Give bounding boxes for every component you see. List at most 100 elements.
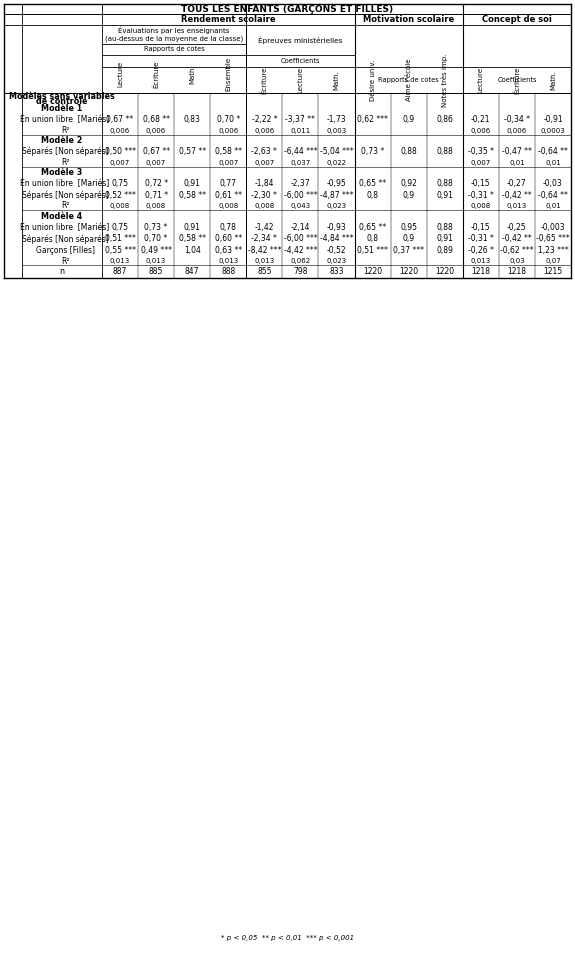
Text: Math.: Math. (189, 64, 195, 84)
Text: Lecture: Lecture (478, 67, 484, 93)
Text: 0,63 **: 0,63 ** (214, 246, 242, 254)
Text: Écriture: Écriture (261, 66, 267, 94)
Text: 0,006: 0,006 (254, 128, 274, 133)
Text: 0,62 ***: 0,62 *** (357, 115, 388, 124)
Text: -0,64 **: -0,64 ** (538, 191, 568, 200)
Text: 0,91: 0,91 (436, 234, 453, 243)
Text: n: n (59, 267, 64, 276)
Text: 0,71 *: 0,71 * (144, 191, 168, 200)
Text: 0,9: 0,9 (402, 234, 415, 243)
Text: 0,83: 0,83 (184, 115, 201, 124)
Text: * p < 0,05  ** p < 0,01  *** p < 0,001: * p < 0,05 ** p < 0,01 *** p < 0,001 (221, 935, 354, 941)
Text: 0,60 **: 0,60 ** (214, 234, 242, 243)
Text: -0,25: -0,25 (507, 223, 527, 231)
Text: -0,26 *: -0,26 * (468, 246, 494, 254)
Text: Garçons [Filles]: Garçons [Filles] (36, 246, 94, 254)
Text: -2,22 *: -2,22 * (251, 115, 277, 124)
Text: 0,01: 0,01 (545, 159, 561, 165)
Text: Séparés [Non séparés]: Séparés [Non séparés] (22, 190, 108, 200)
Text: 1,23 ***: 1,23 *** (538, 246, 568, 254)
Text: 0,73 *: 0,73 * (361, 147, 384, 156)
Text: 833: 833 (329, 267, 344, 276)
Text: 0,013: 0,013 (218, 258, 239, 264)
Text: 0,65 **: 0,65 ** (359, 180, 386, 188)
Text: -1,42: -1,42 (255, 223, 274, 231)
Text: 0,91: 0,91 (184, 180, 201, 188)
Text: 0,043: 0,043 (290, 203, 310, 209)
Text: -0,91: -0,91 (543, 115, 563, 124)
Text: 1215: 1215 (543, 267, 562, 276)
Text: 0,68 **: 0,68 ** (143, 115, 170, 124)
Text: Coefficients: Coefficients (281, 58, 320, 64)
Text: 0,007: 0,007 (110, 159, 130, 165)
Text: 0,91: 0,91 (184, 223, 201, 231)
Text: 0,011: 0,011 (290, 128, 310, 133)
Text: 0,58 **: 0,58 ** (179, 191, 206, 200)
Text: -1,73: -1,73 (327, 115, 346, 124)
Text: -5,04 ***: -5,04 *** (320, 147, 354, 156)
Text: -2,14: -2,14 (291, 223, 310, 231)
Text: -6,00 ***: -6,00 *** (283, 234, 317, 243)
Text: R²: R² (61, 256, 69, 266)
Text: Modèle 3: Modèle 3 (41, 168, 83, 178)
Text: Épreuves ministérielles: Épreuves ministérielles (258, 36, 343, 44)
Text: -4,87 ***: -4,87 *** (320, 191, 353, 200)
Text: 798: 798 (293, 267, 308, 276)
Text: 0,70 *: 0,70 * (217, 115, 240, 124)
Text: 1,04: 1,04 (184, 246, 201, 254)
Text: 0,006: 0,006 (471, 128, 491, 133)
Text: 0,013: 0,013 (146, 258, 166, 264)
Text: de contrôle: de contrôle (36, 97, 88, 106)
Text: -0,31 *: -0,31 * (468, 234, 494, 243)
Text: -0,21: -0,21 (471, 115, 490, 124)
Text: 0,008: 0,008 (471, 203, 491, 209)
Text: Modèle 2: Modèle 2 (41, 136, 83, 145)
Text: -1,84: -1,84 (255, 180, 274, 188)
Text: 0,013: 0,013 (507, 203, 527, 209)
Text: Rendement scolaire: Rendement scolaire (181, 15, 275, 24)
Text: 0,70 *: 0,70 * (144, 234, 168, 243)
Text: Motivation scolaire: Motivation scolaire (363, 15, 454, 24)
Text: -4,84 ***: -4,84 *** (320, 234, 353, 243)
Text: 0,007: 0,007 (471, 159, 491, 165)
Text: 0,8: 0,8 (367, 234, 378, 243)
Text: 0,9: 0,9 (402, 191, 415, 200)
Text: 0,007: 0,007 (218, 159, 239, 165)
Text: 855: 855 (257, 267, 271, 276)
Text: 0,023: 0,023 (327, 203, 347, 209)
Text: 0,88: 0,88 (436, 147, 453, 156)
Text: -0,31 *: -0,31 * (468, 191, 494, 200)
Text: -0,62 ***: -0,62 *** (500, 246, 534, 254)
Text: -0,93: -0,93 (327, 223, 346, 231)
Text: Concept de soi: Concept de soi (482, 15, 552, 24)
Text: 0,006: 0,006 (146, 128, 166, 133)
Text: -0,95: -0,95 (327, 180, 346, 188)
Text: 0,0003: 0,0003 (540, 128, 565, 133)
Text: 1220: 1220 (399, 267, 418, 276)
Text: -6,44 ***: -6,44 *** (283, 147, 317, 156)
Text: Notes très imp.: Notes très imp. (441, 54, 449, 107)
Text: 0,72 *: 0,72 * (144, 180, 168, 188)
Text: 0,01: 0,01 (509, 159, 525, 165)
Text: -0,15: -0,15 (471, 223, 490, 231)
Text: Modèles sans variables: Modèles sans variables (9, 92, 115, 101)
Text: Ensemble: Ensemble (225, 57, 231, 91)
Text: 0,61 **: 0,61 ** (215, 191, 242, 200)
Text: 0,8: 0,8 (367, 191, 378, 200)
Text: 885: 885 (149, 267, 163, 276)
Text: 0,008: 0,008 (254, 203, 274, 209)
Text: 0,013: 0,013 (471, 258, 491, 264)
Text: En union libre  [Mariés]: En union libre [Mariés] (20, 180, 110, 188)
Text: 0,07: 0,07 (545, 258, 561, 264)
Text: 0,52 ***: 0,52 *** (105, 191, 136, 200)
Text: Lecture: Lecture (297, 67, 304, 93)
Text: 0,92: 0,92 (400, 180, 417, 188)
Text: 0,37 ***: 0,37 *** (393, 246, 424, 254)
Text: 0,007: 0,007 (146, 159, 166, 165)
Text: 0,006: 0,006 (110, 128, 130, 133)
Text: -0,52: -0,52 (327, 246, 346, 254)
Text: -0,35 *: -0,35 * (468, 147, 494, 156)
Text: 0,007: 0,007 (254, 159, 274, 165)
Text: -0,003: -0,003 (540, 223, 565, 231)
Text: 0,062: 0,062 (290, 258, 310, 264)
